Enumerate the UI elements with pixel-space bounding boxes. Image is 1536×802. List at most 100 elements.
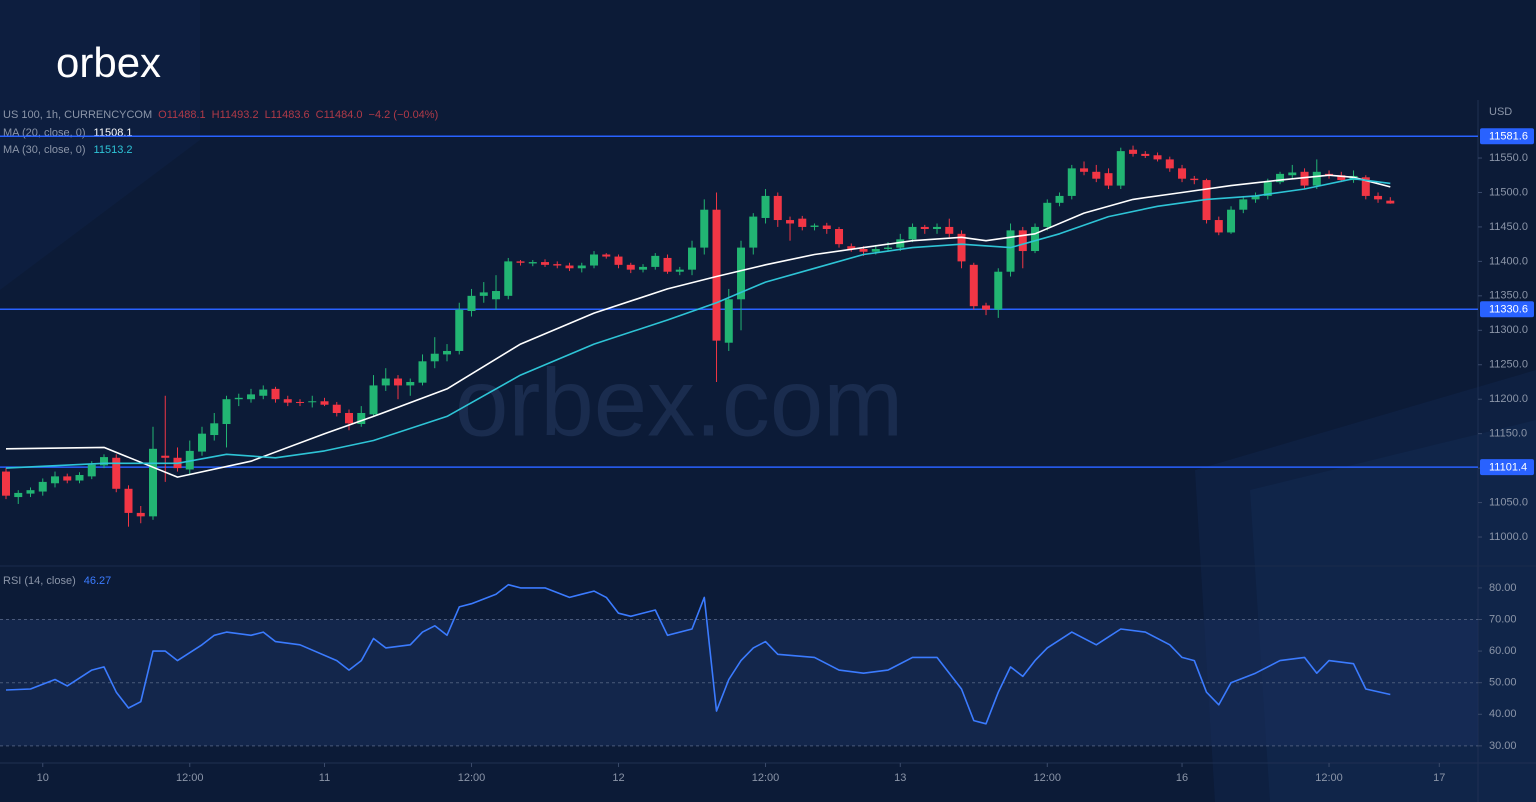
candle-body (210, 423, 219, 436)
candle-body (982, 305, 991, 310)
candle-body (1067, 168, 1076, 196)
candle-body (332, 404, 341, 413)
candle-body (51, 476, 60, 484)
candle-body (724, 299, 733, 343)
y-tick-label: 70.00 (1489, 613, 1517, 625)
y-tick-label: 11150.0 (1489, 428, 1527, 440)
level-label: 11101.4 (1489, 462, 1527, 474)
candle-body (871, 248, 880, 252)
rsi-legend: RSI (14, close) 46.27 (3, 575, 111, 587)
candle-body (516, 261, 525, 263)
level-label: 11581.6 (1489, 131, 1528, 143)
level-label: 11330.6 (1489, 304, 1528, 316)
candle-body (835, 228, 844, 245)
candle-body (406, 381, 415, 386)
candle-body (847, 246, 856, 249)
candle-body (1374, 195, 1383, 200)
x-tick-label: 16 (1176, 772, 1188, 784)
candle-body (859, 248, 868, 252)
candle-body (26, 490, 35, 494)
candle-body (1239, 199, 1248, 210)
candle-body (1165, 159, 1174, 169)
candle-body (1227, 209, 1236, 233)
candle-body (1361, 177, 1370, 196)
candle-body (651, 255, 660, 267)
candle-body (1263, 182, 1272, 196)
candle-body (1312, 171, 1321, 186)
candle-body (455, 309, 464, 351)
currency-unit: USD (1489, 106, 1512, 118)
level-tag (1480, 128, 1534, 145)
candle-body (884, 247, 893, 249)
candle-body (761, 195, 770, 218)
y-tick-label: 50.00 (1489, 677, 1517, 689)
candle-body (675, 269, 684, 272)
candle-body (198, 433, 207, 452)
candle-body (2, 471, 11, 496)
candle-body (749, 216, 758, 248)
candle-body (773, 195, 782, 221)
candle-body (479, 292, 488, 296)
candle-body (1251, 195, 1260, 200)
x-tick-label: 12 (612, 772, 624, 784)
candle-body (933, 226, 942, 229)
candle-body (908, 226, 917, 240)
x-tick-label: 17 (1433, 772, 1445, 784)
legend-value: 11513.2 (94, 144, 133, 156)
candle-body (369, 385, 378, 415)
candle-body (590, 254, 599, 266)
candle-body (136, 512, 145, 517)
logo: orbex (56, 39, 161, 86)
candle-body (418, 361, 427, 383)
candle-body (528, 262, 537, 264)
candle-body (283, 399, 292, 403)
candle-body (430, 353, 439, 362)
candle-body (541, 262, 550, 265)
symbol: US 100, 1h, CURRENCYCOM (3, 109, 152, 121)
candle-body (247, 394, 256, 400)
candle-body (504, 261, 513, 296)
candle-body (259, 389, 268, 396)
candle-body (320, 401, 329, 405)
candle-body (1055, 195, 1064, 203)
open-label: O11488.1 (158, 109, 206, 121)
candle-body (957, 233, 966, 262)
decor-shape (0, 0, 200, 290)
candle-body (1104, 173, 1113, 186)
x-tick-label: 10 (37, 772, 49, 784)
candle-body (1153, 155, 1162, 160)
candle-body (124, 488, 133, 513)
y-tick-label: 11000.0 (1489, 531, 1528, 543)
candle-body (1116, 151, 1125, 186)
candle-body (394, 378, 403, 386)
legend-name: RSI (14, close) (3, 575, 76, 587)
candle-body (149, 448, 158, 517)
candle-body (969, 264, 978, 307)
high-label: H11493.2 (212, 109, 259, 121)
candle-body (112, 457, 121, 489)
candle-body (1018, 230, 1027, 252)
candle-body (467, 295, 476, 312)
candle-body (798, 218, 807, 227)
candle-body (100, 457, 109, 466)
candle-body (63, 476, 72, 481)
price-header: US 100, 1h, CURRENCYCOM O11488.1 H11493.2 L… (3, 109, 438, 121)
low-label: L11483.6 (265, 109, 310, 121)
x-tick-label: 11 (319, 772, 330, 784)
candle-body (639, 266, 648, 270)
candle-body (87, 464, 96, 477)
candle-body (296, 401, 305, 403)
y-tick-label: 11250.0 (1489, 359, 1528, 371)
y-tick-label: 40.00 (1489, 708, 1517, 720)
candle-body (1214, 220, 1223, 233)
candle-body (14, 492, 23, 498)
candle-body (896, 239, 905, 248)
y-tick-label: 30.00 (1489, 740, 1517, 752)
candle-body (357, 412, 366, 425)
y-tick-label: 60.00 (1489, 645, 1517, 657)
candle-body (1300, 171, 1309, 186)
candle-body (1178, 168, 1187, 179)
candle-body (1129, 149, 1138, 154)
candle-body (822, 225, 831, 229)
candle-body (553, 264, 562, 266)
